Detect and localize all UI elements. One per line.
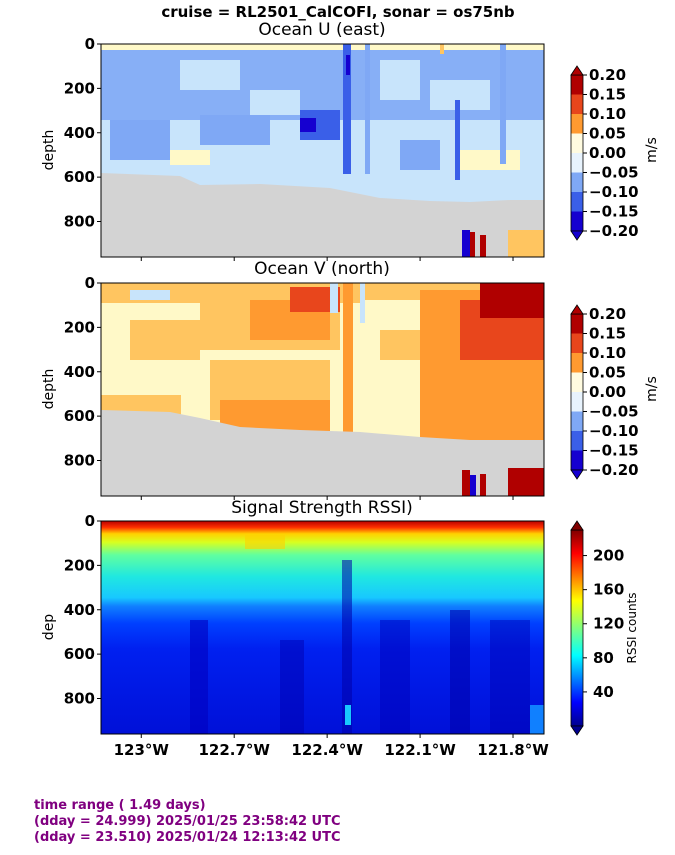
colorbar-band bbox=[571, 114, 583, 134]
colorbar-tick-label: 80 bbox=[593, 649, 614, 667]
figure-title: cruise = RL2501_CalCOFI, sonar = os75nb bbox=[161, 3, 515, 21]
colorbar-extend-max bbox=[570, 65, 584, 76]
colorbar-tick-label: 120 bbox=[593, 615, 624, 633]
colorbar-label-u: m/s bbox=[644, 137, 660, 163]
colorbar-band bbox=[571, 333, 583, 353]
y-tick-label: 400 bbox=[64, 363, 95, 381]
colorbar-tick-label: 0.10 bbox=[589, 105, 626, 123]
x-ticks-rssi: 123°W 122.7°W 122.4°W 122.1°W 121.8°W bbox=[114, 734, 549, 759]
y-tick-label: 600 bbox=[64, 407, 95, 425]
colorbar-band bbox=[571, 431, 583, 451]
colorbar-band bbox=[571, 211, 583, 231]
y-tick-label: 0 bbox=[85, 35, 95, 53]
y-tick-label: 600 bbox=[64, 168, 95, 186]
panel-title-u: Ocean U (east) bbox=[258, 20, 385, 40]
colorbar-tick-label: 0.15 bbox=[589, 86, 626, 104]
y-ticks-rssi: 0 200 400 600 800 bbox=[64, 512, 101, 708]
colorbar-tick-label: 0.20 bbox=[589, 66, 626, 84]
colorbar-label-v: m/s bbox=[644, 376, 660, 402]
y-ticks-u: 0 200 400 600 800 bbox=[64, 35, 101, 231]
colorbar-tick-label: −0.20 bbox=[589, 461, 639, 479]
axes-frame-rssi bbox=[100, 520, 545, 735]
colorbar-label-rssi: RSSI counts bbox=[625, 592, 639, 663]
panel-ocean-u: Ocean U (east) bbox=[41, 20, 660, 261]
colorbar-tick-label: 0.15 bbox=[589, 325, 626, 343]
x-tick-label: 123°W bbox=[114, 741, 170, 759]
colorbar-band bbox=[571, 192, 583, 212]
x-tick-label: 122.1°W bbox=[384, 741, 456, 759]
y-tick-label: 400 bbox=[64, 124, 95, 142]
axes-frame-u bbox=[100, 43, 545, 258]
y-tick-label: 0 bbox=[85, 512, 95, 530]
x-tick-label: 121.8°W bbox=[477, 741, 549, 759]
colorbar-tick-label: −0.15 bbox=[589, 203, 639, 221]
y-tick-label: 0 bbox=[85, 274, 95, 292]
y-tick-label: 800 bbox=[64, 452, 95, 470]
time-range-footer: time range ( 1.49 days) (dday = 24.999) … bbox=[34, 798, 341, 846]
colorbar-band bbox=[571, 411, 583, 431]
colorbar-band bbox=[571, 450, 583, 470]
y-ticks-v: 0 200 400 600 800 bbox=[64, 274, 101, 470]
colorbar-tick-label: 160 bbox=[593, 581, 624, 599]
y-label-u: depth bbox=[41, 130, 57, 171]
x-tick-label: 122.7°W bbox=[198, 741, 270, 759]
colorbar-band bbox=[571, 94, 583, 114]
footer-line-2: (dday = 24.999) 2025/01/25 23:58:42 UTC bbox=[34, 814, 341, 829]
colorbar-u: 0.20 0.150.10 0.050.00 −0.05−0.10 −0.15−0.20 bbox=[570, 65, 639, 241]
colorbar-tick-label: 40 bbox=[593, 683, 614, 701]
colorbar-tick-label: 0.10 bbox=[589, 344, 626, 362]
panel-ocean-v: Ocean V (north) bbox=[41, 259, 660, 500]
colorbar-tick-label: −0.15 bbox=[589, 442, 639, 460]
panel-title-rssi: Signal Strength RSSI) bbox=[231, 498, 413, 518]
panel-title-v: Ocean V (north) bbox=[254, 259, 390, 279]
footer-line-1: time range ( 1.49 days) bbox=[34, 798, 206, 813]
colorbar-band bbox=[571, 392, 583, 412]
y-tick-label: 200 bbox=[64, 556, 95, 574]
colorbar-rssi: 200 160 120 80 40 bbox=[570, 520, 624, 736]
colorbar-tick-label: −0.05 bbox=[589, 164, 639, 182]
colorbar-tick-label: −0.05 bbox=[589, 403, 639, 421]
y-tick-label: 200 bbox=[64, 318, 95, 336]
colorbar-band bbox=[571, 133, 583, 153]
colorbar-extend-min bbox=[570, 230, 584, 241]
colorbar-tick-label: −0.20 bbox=[589, 222, 639, 240]
colorbar-band bbox=[571, 172, 583, 192]
heatmap-rssi bbox=[101, 521, 544, 734]
y-label-rssi: dep bbox=[41, 614, 57, 641]
panel-rssi: Signal Strength RSSI) dep 0200400600800 … bbox=[41, 498, 639, 759]
footer-line-3: (dday = 23.510) 2025/01/24 12:13:42 UTC bbox=[34, 830, 341, 845]
y-label-v: depth bbox=[41, 369, 57, 410]
colorbar-tick-label: 200 bbox=[593, 547, 624, 565]
heatmap-v bbox=[101, 283, 544, 496]
x-ticks-u bbox=[140, 257, 514, 261]
colorbar-tick-label: −0.10 bbox=[589, 183, 639, 201]
colorbar-band bbox=[571, 314, 583, 334]
colorbar-tick-label: −0.10 bbox=[589, 422, 639, 440]
colorbar-tick-label: 0.20 bbox=[589, 305, 626, 323]
y-tick-label: 200 bbox=[64, 79, 95, 97]
x-ticks-v bbox=[140, 496, 514, 500]
colorbar-band bbox=[571, 153, 583, 173]
colorbar-band bbox=[571, 75, 583, 95]
y-tick-label: 800 bbox=[64, 213, 95, 231]
colorbar-tick-label: 0.00 bbox=[589, 383, 626, 401]
y-tick-label: 400 bbox=[64, 601, 95, 619]
heatmap-u bbox=[101, 44, 544, 257]
colorbar-extend-max bbox=[570, 304, 584, 315]
colorbar-band bbox=[571, 372, 583, 392]
x-tick-label: 122.4°W bbox=[291, 741, 363, 759]
colorbar-extend-min bbox=[570, 469, 584, 480]
colorbar-tick-label: 0.05 bbox=[589, 125, 626, 143]
axes-frame-v bbox=[100, 282, 545, 497]
colorbar-v: 0.20 0.150.10 0.050.00 −0.05−0.10 −0.15−0.20 bbox=[570, 304, 639, 480]
y-tick-label: 800 bbox=[64, 690, 95, 708]
y-tick-label: 600 bbox=[64, 645, 95, 663]
colorbar-band bbox=[571, 353, 583, 373]
colorbar-tick-label: 0.00 bbox=[589, 144, 626, 162]
colorbar-tick-label: 0.05 bbox=[589, 364, 626, 382]
